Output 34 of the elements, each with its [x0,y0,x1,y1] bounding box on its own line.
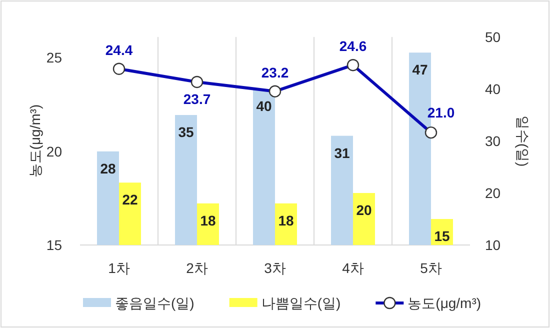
data-label: 23.2 [261,64,289,80]
y2-tick-label: 20 [485,185,501,201]
data-label: 35 [178,124,194,140]
y-axis-title: 농도(μg/m³) [27,104,43,178]
y2-tick-label: 40 [485,81,501,97]
y2-axis-title: 일수(일) [515,115,531,167]
legend-label: 나쁨일수(일) [261,295,341,311]
y2-tick-label: 10 [485,237,501,253]
data-label: 23.7 [183,90,211,107]
data-label: 18 [278,212,294,228]
x-tick-label: 3차 [264,260,286,276]
data-label: 20 [356,202,372,218]
x-tick-label: 5차 [420,260,442,276]
y-tick-label: 20 [46,143,62,160]
data-label: 31 [334,144,350,161]
data-label: 24.6 [339,38,367,54]
x-tick-label: 4차 [342,260,364,276]
y-tick-label: 25 [46,50,62,66]
x-tick-label: 1차 [108,260,130,276]
data-label: 18 [200,212,216,228]
x-tick-label: 2차 [186,260,208,276]
나쁨일수(일): 22 18 18 20 15 [119,182,453,245]
y2-tick-label: 30 [485,133,501,149]
data-label: 40 [256,98,272,114]
data-label: 15 [434,228,450,244]
y-tick-label: 15 [46,237,62,253]
data-label: 21.0 [427,104,455,121]
y2-tick-label: 50 [485,29,501,45]
legend-label: 농도(μg/m³) [408,295,482,311]
legend-label: 좋음일수(일) [115,295,194,311]
data-label: 47 [412,62,428,78]
data-label: 22 [122,192,138,208]
data-label: 28 [100,160,116,176]
data-label: 24.4 [105,42,133,58]
